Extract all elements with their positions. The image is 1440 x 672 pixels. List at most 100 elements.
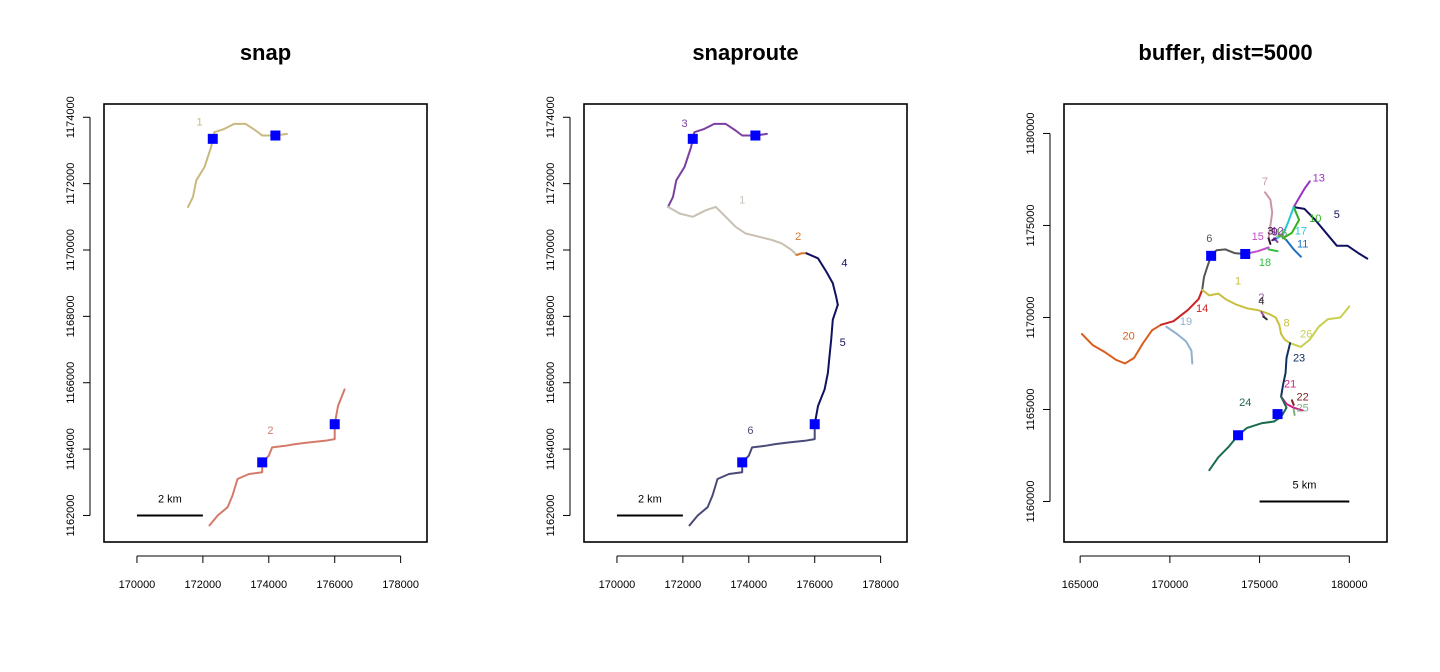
snap-point-marker [687, 133, 698, 144]
segment-label: 2 [795, 231, 801, 243]
segment-label: 7 [1262, 176, 1268, 188]
river-segment-20 [1080, 323, 1162, 365]
x-tick-label: 170000 [1152, 579, 1189, 591]
segment-label: 23 [1293, 353, 1305, 365]
plot-frame [1063, 103, 1388, 543]
river-segment-16 [1278, 233, 1288, 242]
y-tick-label: 1165000 [1025, 388, 1037, 430]
snap-point-marker [270, 130, 281, 141]
x-tick-label: 180000 [1331, 579, 1368, 591]
segment-label: 2 [1258, 292, 1264, 304]
scale-bar-label: 2 km [638, 493, 662, 505]
x-tick-label: 172000 [185, 579, 222, 591]
river-segment-4 [1262, 315, 1268, 321]
river-segment-2 [208, 388, 346, 527]
scale-bar-label: 5 km [1293, 480, 1317, 492]
segment-label: 15 [1252, 231, 1264, 243]
river-segment-3 [1267, 237, 1272, 245]
river-segment-24 [1208, 395, 1288, 472]
y-tick-label: 1180000 [1025, 112, 1037, 154]
panel-title: buffer, dist=5000 [1138, 40, 1312, 65]
panel-snap: snap 170000 172000 174000 176000 178000 116200… [65, 40, 428, 591]
segment-label: 13 [1313, 172, 1325, 184]
segment-label: 1 [197, 117, 203, 129]
snap-point-marker [737, 457, 748, 468]
river-segment-6 [688, 423, 816, 527]
river-segment-9 [1271, 237, 1277, 242]
x-tick-label: 176000 [316, 579, 353, 591]
panel-title: snaproute [692, 40, 798, 65]
segment-label: 14 [1196, 303, 1208, 315]
segment-label: 1 [1235, 275, 1241, 287]
river-segment-17 [1273, 206, 1295, 242]
panel-title: snap [240, 40, 291, 65]
segment-label: 3 [1267, 226, 1273, 238]
river-segment-25 [1292, 408, 1296, 416]
segment-label: 5 [1334, 209, 1340, 221]
x-tick-label: 178000 [862, 579, 899, 591]
segment-label: 3 [681, 118, 687, 130]
y-tick-label: 1170000 [545, 229, 557, 271]
river-segment-22 [1290, 399, 1295, 406]
snap-point-marker [257, 457, 268, 468]
segment-label: 5 [840, 337, 846, 349]
scale-bar-label: 2 km [158, 493, 182, 505]
segment-label: 25 [1297, 402, 1309, 414]
segment-label: 21 [1284, 378, 1296, 390]
y-tick-label: 1160000 [1025, 481, 1037, 523]
segment-label: 6 [747, 425, 753, 437]
y-tick-label: 1172000 [65, 163, 77, 205]
segment-label: 11 [1297, 239, 1308, 251]
segment-label: 9 [1272, 227, 1278, 239]
snap-point-marker [1206, 250, 1217, 261]
snap-point-marker [207, 133, 218, 144]
river-segment-11 [1285, 239, 1302, 258]
y-tick-label: 1174000 [545, 96, 557, 138]
river-segment-23 [1280, 342, 1292, 398]
segment-label: 4 [1258, 296, 1264, 308]
snap-point-marker [1240, 248, 1251, 259]
river-segment-4 [805, 252, 839, 306]
river-segment-1 [1201, 288, 1283, 335]
snap-point-marker [1272, 409, 1283, 420]
y-tick-label: 1170000 [65, 229, 77, 271]
x-tick-label: 174000 [250, 579, 287, 591]
y-tick-label: 1164000 [545, 428, 557, 470]
segment-label: 12 [1271, 226, 1283, 238]
river-segment-7 [1264, 191, 1274, 240]
river-segment-5 [813, 303, 839, 426]
x-tick-label: 165000 [1062, 579, 1099, 591]
y-tick-label: 1175000 [1025, 204, 1037, 246]
river-segment-26 [1289, 305, 1351, 348]
x-tick-label: 175000 [1241, 579, 1278, 591]
y-tick-label: 1162000 [65, 494, 77, 536]
y-tick-label: 1168000 [545, 295, 557, 337]
panel-snaproute: snaproute 170000 172000 174000 176000 178000 1… [545, 40, 908, 591]
river-segment-1 [187, 122, 288, 208]
river-segment-3 [667, 122, 768, 208]
y-tick-label: 1170000 [1025, 296, 1037, 338]
x-tick-label: 174000 [730, 579, 767, 591]
x-tick-label: 176000 [796, 579, 833, 591]
river-segment-5 [1292, 206, 1369, 260]
x-tick-label: 172000 [665, 579, 702, 591]
segment-label: 10 [1309, 213, 1321, 225]
snap-point-marker [1233, 430, 1244, 441]
river-segment-14 [1159, 288, 1204, 326]
y-tick-label: 1166000 [65, 362, 77, 404]
river-segment-10 [1281, 206, 1301, 240]
river-segment-1 [667, 205, 798, 256]
segment-label: 4 [841, 258, 847, 270]
y-tick-label: 1162000 [545, 494, 557, 536]
segment-label: 22 [1297, 391, 1309, 403]
segment-label: 16 [1275, 228, 1287, 240]
segment-label: 24 [1239, 397, 1251, 409]
segment-label: 18 [1259, 257, 1271, 269]
segment-label: 20 [1122, 331, 1134, 343]
segment-label: 19 [1180, 316, 1192, 328]
x-tick-label: 170000 [119, 579, 156, 591]
plot-frame [583, 103, 908, 543]
segment-label: 26 [1300, 329, 1312, 341]
segment-label: 6 [1206, 233, 1212, 245]
x-tick-label: 178000 [382, 579, 419, 591]
